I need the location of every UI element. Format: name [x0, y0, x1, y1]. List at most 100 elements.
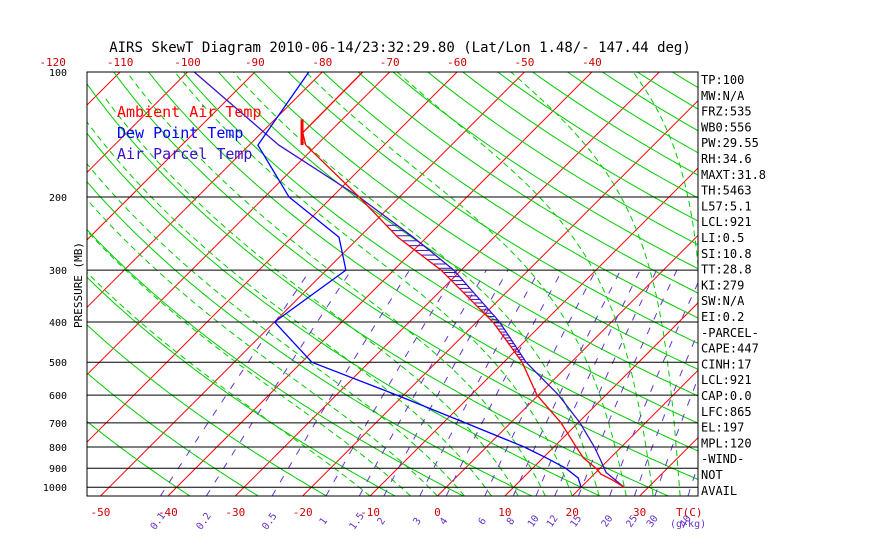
moist-adiabat-line: [126, 72, 546, 496]
moist-adiabat-line: [632, 72, 698, 271]
y-axis-label: PRESSURE (MB): [72, 242, 85, 328]
temp-tick-label: 20: [566, 506, 579, 519]
legend-label: Dew Point Temp: [117, 124, 243, 142]
mixing-ratio-line: [633, 331, 698, 496]
stat-label: -WIND-: [701, 452, 744, 466]
mixing-ratio-line: [419, 269, 540, 496]
mixing-ratio-tick-label: 12: [545, 513, 561, 529]
stat-label: TH:5463: [701, 184, 752, 198]
moist-adiabat-line: [87, 162, 465, 496]
temp-tick-label: 30: [633, 506, 646, 519]
stat-label: -PARCEL-: [701, 326, 759, 340]
dry-adiabat-line: [218, 72, 698, 397]
top-temp-tick-label: -60: [447, 56, 467, 69]
mixing-ratio-unit-label: (g/kg): [670, 519, 706, 530]
mixing-ratio-tick-label: 30: [645, 513, 661, 529]
series-line: [193, 72, 625, 488]
pressure-tick-label: 600: [49, 391, 67, 402]
stat-label: MW:N/A: [701, 89, 745, 103]
stat-label: LCL:921: [701, 373, 752, 387]
mixing-ratio-line: [383, 269, 509, 496]
legend-label: Ambient Air Temp: [117, 103, 262, 121]
temp-tick-label: -40: [158, 506, 178, 519]
chart-title: AIRS SkewT Diagram 2010-06-14/23:32:29.8…: [109, 40, 691, 56]
mixing-ratio-tick-label: 4: [438, 516, 450, 527]
top-temp-tick-label: -80: [312, 56, 332, 69]
top-temp-tick-label: -50: [515, 56, 535, 69]
isotherm-line: [437, 234, 698, 496]
temp-tick-label: -50: [91, 506, 111, 519]
stat-label: PW:29.55: [701, 136, 759, 150]
isotherm-line: [100, 72, 525, 496]
pressure-tick-label: 300: [49, 266, 67, 277]
stat-label: RH:34.6: [701, 152, 752, 166]
dry-adiabat-line: [183, 72, 698, 424]
temp-tick-label: -10: [360, 506, 380, 519]
moist-adiabat-line: [305, 72, 627, 496]
mixing-ratio-tick-label: 2: [376, 516, 388, 527]
stat-label: AVAIL: [701, 484, 737, 498]
stat-label: CAP:0.0: [701, 389, 752, 403]
mixing-ratio-tick-label: 8: [505, 516, 517, 527]
mixing-ratio-line: [577, 269, 678, 496]
dry-adiabat-line: [357, 72, 698, 294]
stat-label: CAPE:447: [701, 342, 759, 356]
mixing-ratio-tick-label: 20: [600, 513, 616, 529]
stat-label: L57:5.1: [701, 199, 752, 213]
top-temp-tick-label: -110: [107, 56, 134, 69]
dry-adiabat-line: [87, 372, 259, 496]
dry-adiabat-line: [322, 72, 698, 319]
mixing-ratio-line: [205, 269, 352, 496]
isotherm-line: [504, 302, 698, 496]
pressure-tick-label: 1000: [43, 483, 67, 494]
temp-tick-label: 0: [434, 506, 441, 519]
stat-label: SW:N/A: [701, 294, 745, 308]
isotherm-line: [774, 72, 870, 496]
mixing-ratio-tick-label: 0.2: [195, 511, 214, 532]
isotherm-line: [87, 72, 323, 308]
top-temp-tick-label: -90: [245, 56, 265, 69]
mixing-ratio-tick-label: 1: [318, 516, 330, 527]
isotherm-line: [842, 72, 870, 496]
mixing-ratio-tick-label: 0.5: [260, 511, 279, 532]
dry-adiabat-line: [87, 132, 601, 496]
mixing-ratio-line: [609, 281, 698, 496]
isotherm-line: [87, 72, 458, 443]
dry-adiabat-line: [87, 420, 191, 496]
stat-label: CINH:17: [701, 357, 752, 371]
temp-tick-label: -20: [293, 506, 313, 519]
mixing-ratio-line: [325, 269, 458, 496]
stat-label: KI:279: [701, 278, 744, 292]
dry-adiabat-line: [87, 324, 327, 496]
pressure-tick-label: 900: [49, 464, 67, 475]
stat-label: LI:0.5: [701, 231, 744, 245]
stat-label: MPL:120: [701, 436, 752, 450]
series-line: [301, 72, 625, 488]
mixing-ratio-line: [512, 269, 622, 496]
dry-adiabat-line: [287, 72, 698, 344]
dry-adiabat-line: [497, 72, 698, 199]
mixing-ratio-tick-label: 10: [526, 513, 542, 529]
mixing-ratio-line: [535, 269, 641, 496]
stat-label: TT:28.8: [701, 263, 752, 277]
stat-label: LCL:921: [701, 215, 752, 229]
pressure-tick-label: 800: [49, 443, 67, 454]
stat-label: TP:100: [701, 73, 744, 87]
moist-adiabat-line: [396, 72, 654, 496]
pressure-tick-label: 500: [49, 358, 67, 369]
dry-adiabat-line: [392, 72, 698, 270]
top-temp-tick-label: -120: [39, 56, 66, 69]
mixing-ratio-tick-label: 6: [477, 516, 489, 527]
moist-adiabat-line: [87, 271, 371, 496]
series-line: [257, 72, 582, 488]
isotherm-line: [87, 72, 188, 174]
mixing-ratio-line: [554, 269, 658, 496]
pressure-tick-label: 700: [49, 419, 67, 430]
dry-adiabat-line: [252, 72, 698, 370]
top-temp-tick-label: -70: [380, 56, 400, 69]
dry-adiabat-line: [462, 72, 698, 222]
isotherm-line: [234, 72, 660, 496]
stat-label: EI:0.2: [701, 310, 744, 324]
stat-label: FRZ:535: [701, 105, 752, 119]
